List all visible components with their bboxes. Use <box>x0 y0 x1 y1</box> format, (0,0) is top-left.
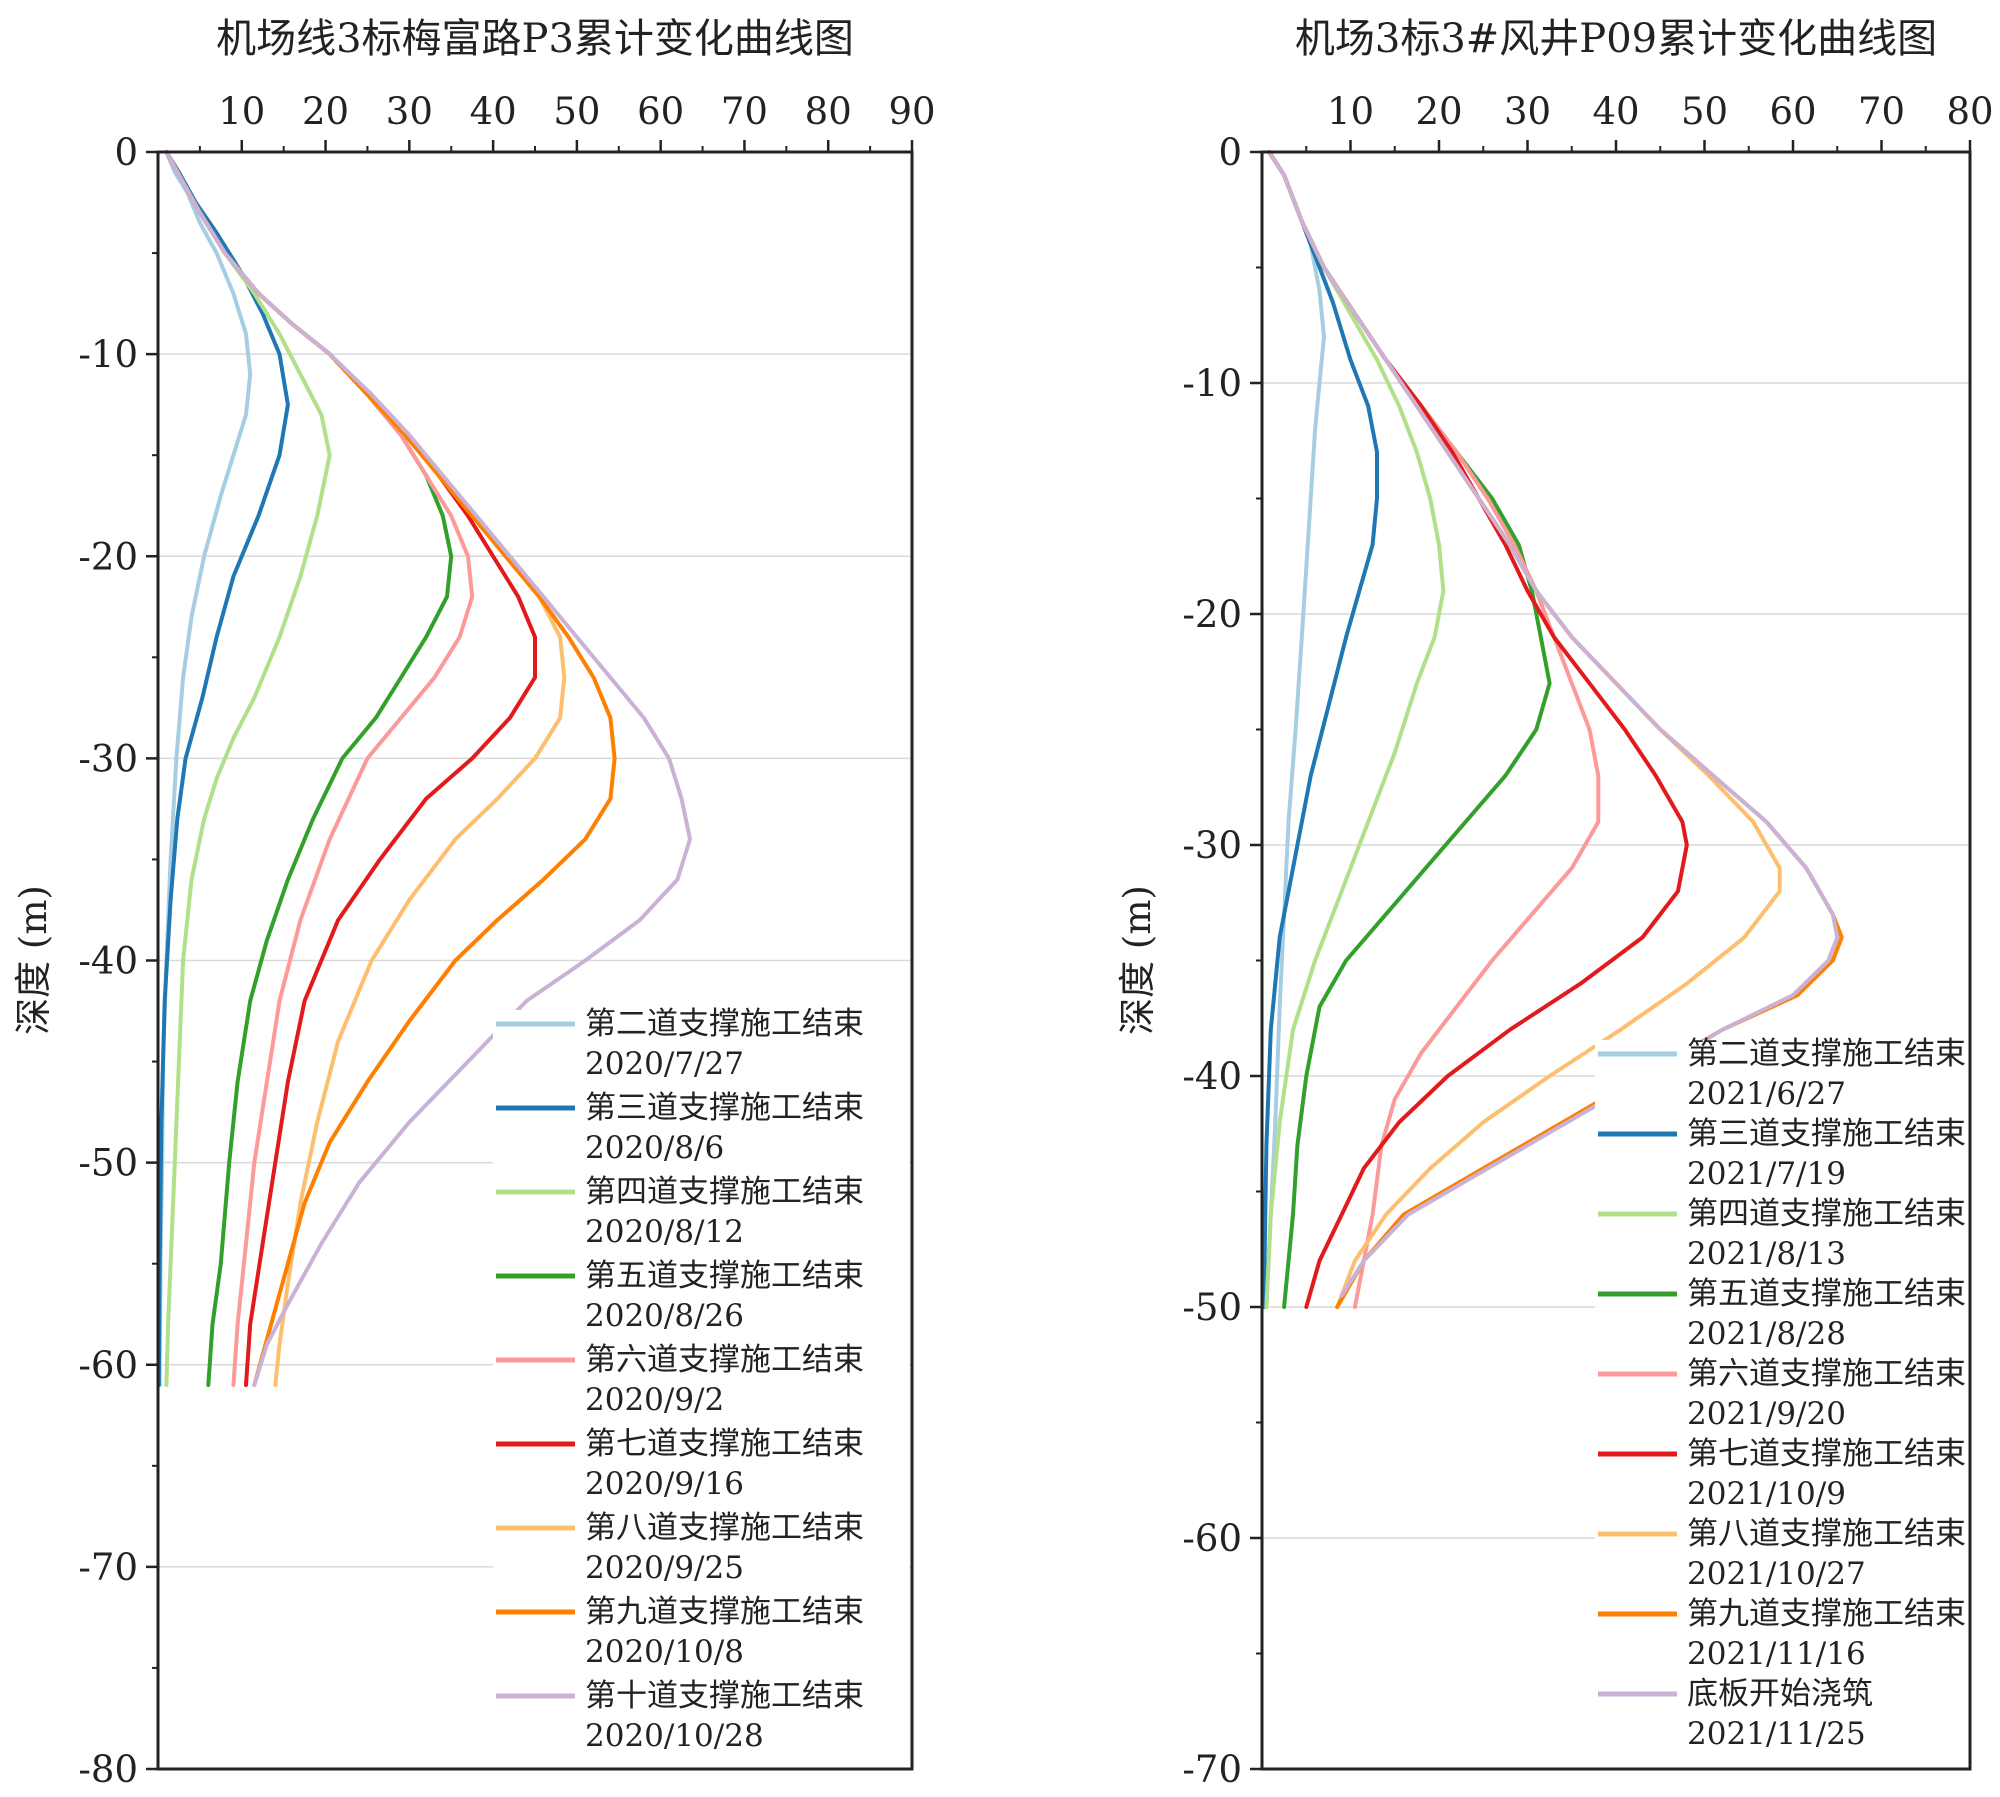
y-tick-label: -70 <box>78 1546 138 1589</box>
y-tick-label: 0 <box>1218 131 1242 174</box>
legend-date: 2020/10/28 <box>585 1718 764 1754</box>
x-tick-label: 70 <box>1858 90 1905 133</box>
series-line-2 <box>1261 150 1379 1309</box>
legend-date: 2021/10/27 <box>1687 1556 1866 1592</box>
legend-date: 2021/8/28 <box>1687 1316 1846 1352</box>
legend-date: 2020/9/25 <box>585 1550 744 1586</box>
legend-label: 第六道支撑施工结束 <box>1687 1356 1966 1392</box>
x-tick-label: 90 <box>888 90 935 133</box>
legend-box <box>493 1010 909 1766</box>
legend-box <box>1595 1040 1969 1760</box>
y-tick-label: -50 <box>78 1142 138 1185</box>
legend-label: 第三道支撑施工结束 <box>1687 1116 1966 1152</box>
legend-date: 2020/8/12 <box>585 1214 744 1250</box>
y-tick-label: -10 <box>78 333 138 376</box>
legend-date: 2020/7/27 <box>585 1046 744 1082</box>
x-tick-label: 70 <box>721 90 768 133</box>
legend-date: 2021/11/16 <box>1687 1636 1866 1672</box>
y-axis-label: 深度 (m) <box>1116 885 1159 1035</box>
series-line-2 <box>156 150 290 1387</box>
y-tick-label: -20 <box>78 535 138 578</box>
legend-label: 第四道支撑施工结束 <box>585 1174 864 1210</box>
legend-date: 2021/7/19 <box>1687 1156 1846 1192</box>
legend-date: 2020/8/6 <box>585 1130 724 1166</box>
legend-label: 第六道支撑施工结束 <box>585 1342 864 1378</box>
x-tick-label: 30 <box>386 90 433 133</box>
y-tick-label: -30 <box>78 737 138 780</box>
chart-title: 机场线3标梅富路P3累计变化曲线图 <box>216 16 854 62</box>
legend-label: 第九道支撑施工结束 <box>585 1594 864 1630</box>
series-line-3 <box>164 150 332 1387</box>
x-tick-label: 20 <box>1415 90 1462 133</box>
legend-date: 2021/6/27 <box>1687 1076 1846 1112</box>
x-tick-label: 60 <box>1769 90 1816 133</box>
x-tick-label: 30 <box>1504 90 1551 133</box>
y-tick-label: -40 <box>1182 1055 1242 1098</box>
x-tick-label: 40 <box>1592 90 1639 133</box>
x-tick-label: 80 <box>805 90 852 133</box>
legend-label: 第八道支撑施工结束 <box>585 1510 864 1546</box>
y-tick-label: -50 <box>1182 1286 1242 1329</box>
legend-label: 第八道支撑施工结束 <box>1687 1516 1966 1552</box>
legend-label: 第二道支撑施工结束 <box>585 1006 864 1042</box>
y-tick-label: 0 <box>114 131 138 174</box>
series-line-9 <box>164 150 692 1387</box>
legend-date: 2020/10/8 <box>585 1634 744 1670</box>
y-tick-label: -10 <box>1182 362 1242 405</box>
x-tick-label: 50 <box>553 90 600 133</box>
x-tick-label: 60 <box>637 90 684 133</box>
y-tick-label: -40 <box>78 940 138 983</box>
legend-label: 第七道支撑施工结束 <box>585 1426 864 1462</box>
series-line-1 <box>1264 150 1326 1309</box>
legend-date: 2021/9/20 <box>1687 1396 1846 1432</box>
legend-label: 第五道支撑施工结束 <box>585 1258 864 1294</box>
x-tick-label: 80 <box>1946 90 1993 133</box>
legend-label: 第四道支撑施工结束 <box>1687 1196 1966 1232</box>
legend-date: 2021/10/9 <box>1687 1476 1846 1512</box>
legend-label: 第二道支撑施工结束 <box>1687 1036 1966 1072</box>
legend-date: 2020/9/2 <box>585 1382 724 1418</box>
y-axis-label: 深度 (m) <box>12 885 55 1035</box>
legend-label: 第三道支撑施工结束 <box>585 1090 864 1126</box>
y-tick-label: -30 <box>1182 824 1242 867</box>
series-line-3 <box>1264 150 1446 1309</box>
legend-date: 2021/8/13 <box>1687 1236 1846 1272</box>
legend-label: 第七道支撑施工结束 <box>1687 1436 1966 1472</box>
x-tick-label: 40 <box>470 90 517 133</box>
y-tick-label: -80 <box>78 1748 138 1791</box>
legend-date: 2020/8/26 <box>585 1298 744 1334</box>
legend-label: 第五道支撑施工结束 <box>1687 1276 1966 1312</box>
y-tick-label: -70 <box>1182 1748 1242 1791</box>
legend-date: 2020/9/16 <box>585 1466 744 1502</box>
x-tick-label: 50 <box>1681 90 1728 133</box>
y-tick-label: -20 <box>1182 593 1242 636</box>
legend-label: 第九道支撑施工结束 <box>1687 1596 1966 1632</box>
y-tick-label: -60 <box>1182 1517 1242 1560</box>
legend-date: 2021/11/25 <box>1687 1716 1866 1752</box>
x-tick-label: 10 <box>1327 90 1374 133</box>
x-tick-label: 10 <box>218 90 265 133</box>
y-tick-label: -60 <box>78 1344 138 1387</box>
series-line-5 <box>164 150 475 1387</box>
x-tick-label: 20 <box>302 90 349 133</box>
chart-title: 机场3标3#风井P09累计变化曲线图 <box>1295 16 1937 62</box>
legend-label: 底板开始浇筑 <box>1687 1676 1873 1712</box>
legend-label: 第十道支撑施工结束 <box>585 1678 864 1714</box>
series-line-4 <box>1267 150 1552 1309</box>
